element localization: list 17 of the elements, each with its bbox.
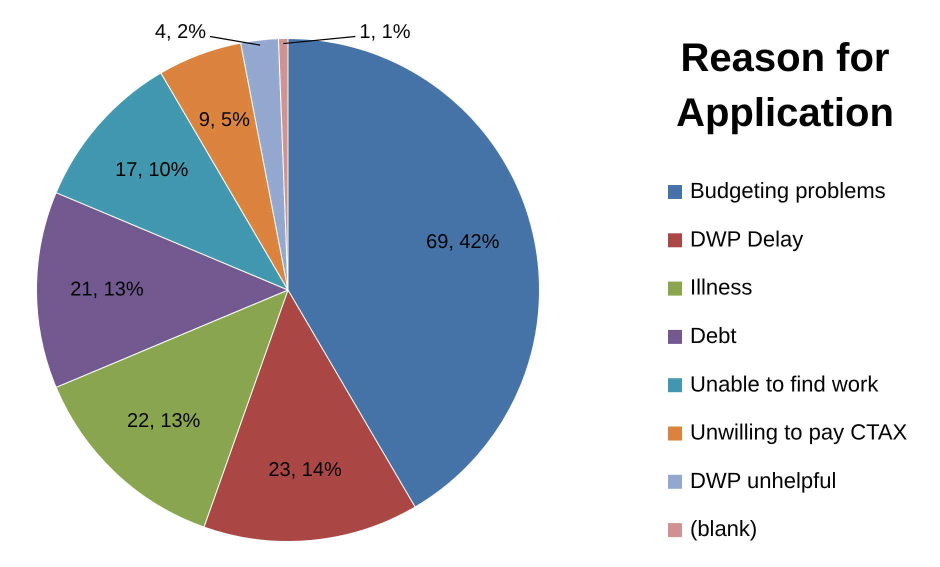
text: Reason for Application — [676, 36, 894, 136]
data-label: 22, 13% — [126, 410, 201, 432]
data-label: 21, 13% — [70, 278, 144, 301]
legend-label: Debt — [690, 322, 736, 348]
legend-label: Budgeting problems — [690, 178, 886, 204]
legend-label: Illness — [690, 274, 752, 300]
legend-label: (blank) — [690, 516, 758, 542]
data-label: 17, 10% — [115, 159, 189, 182]
legend-label: Unwilling to pay CTAX — [690, 420, 908, 445]
legend-label: DWP Delay — [690, 226, 804, 252]
data-label: 4, 2% — [154, 21, 206, 44]
data-label: 69, 42% — [426, 231, 500, 254]
legend-label: DWP unhelpful — [690, 468, 836, 493]
data-label: 23, 14% — [268, 458, 342, 481]
data-label: 9, 5% — [198, 109, 250, 132]
legend-label: Unable to find work — [690, 371, 880, 396]
data-label: 1, 1% — [359, 21, 411, 44]
